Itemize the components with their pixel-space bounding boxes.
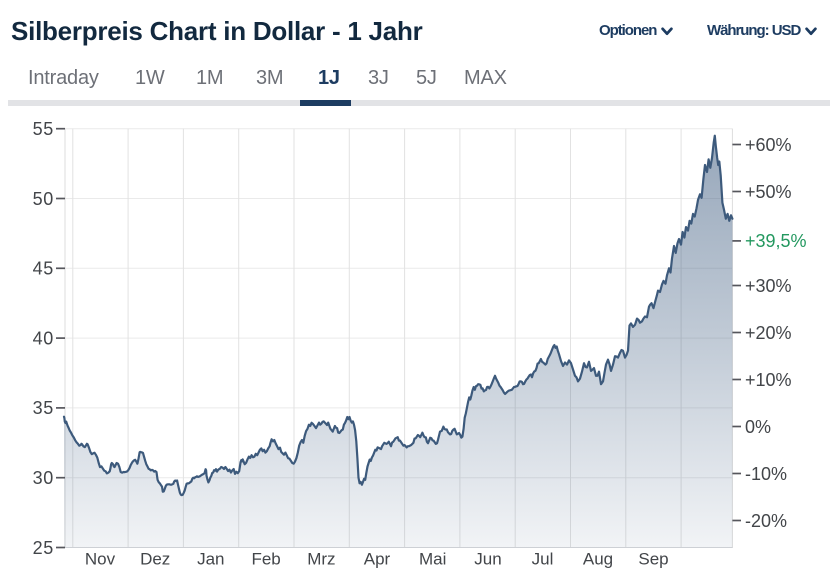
svg-text:0%: 0% xyxy=(745,417,771,437)
svg-text:-20%: -20% xyxy=(745,511,787,531)
svg-text:40: 40 xyxy=(33,328,54,348)
svg-text:55: 55 xyxy=(33,119,54,139)
svg-text:+20%: +20% xyxy=(745,323,792,343)
svg-text:+60%: +60% xyxy=(745,135,792,155)
svg-text:Feb: Feb xyxy=(251,550,280,569)
svg-text:Aug: Aug xyxy=(583,550,613,569)
svg-text:45: 45 xyxy=(33,259,54,279)
svg-text:Dez: Dez xyxy=(140,550,170,569)
svg-text:Sep: Sep xyxy=(638,550,668,569)
svg-text:Jun: Jun xyxy=(474,550,501,569)
svg-text:+50%: +50% xyxy=(745,182,792,202)
svg-text:Jan: Jan xyxy=(197,550,224,569)
svg-text:25: 25 xyxy=(33,538,54,558)
svg-text:+39,5%: +39,5% xyxy=(745,231,807,251)
svg-text:Nov: Nov xyxy=(85,550,116,569)
svg-text:+30%: +30% xyxy=(745,276,792,296)
svg-text:+10%: +10% xyxy=(745,370,792,390)
svg-text:-10%: -10% xyxy=(745,464,787,484)
svg-text:50: 50 xyxy=(33,189,54,209)
svg-text:Apr: Apr xyxy=(364,550,391,569)
svg-text:30: 30 xyxy=(33,468,54,488)
svg-text:Jul: Jul xyxy=(532,550,554,569)
svg-text:Mrz: Mrz xyxy=(307,550,335,569)
svg-text:35: 35 xyxy=(33,398,54,418)
svg-text:Mai: Mai xyxy=(419,550,446,569)
